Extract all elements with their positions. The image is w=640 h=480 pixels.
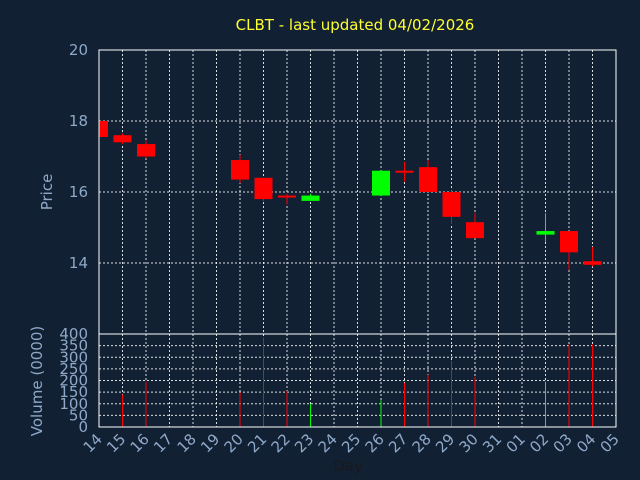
x-tick-label: 17 (150, 430, 176, 456)
candle-15 (113, 133, 132, 145)
candle-22 (278, 193, 296, 205)
volume-y-tick-label: 250 (59, 360, 88, 378)
candle-body (536, 231, 555, 235)
candle-23 (301, 193, 320, 201)
candle-04 (583, 247, 602, 267)
x-tick-label: 03 (550, 430, 576, 456)
candle-03 (560, 231, 578, 271)
candle-body (99, 121, 108, 137)
candle-body (113, 135, 132, 143)
price-y-tick-label: 20 (69, 41, 88, 59)
x-tick-label: 15 (103, 430, 129, 456)
x-tick-label: 18 (174, 430, 200, 456)
candle-14 (98, 121, 108, 137)
candle-20 (231, 154, 249, 184)
volume-y-tick-label: 0 (78, 418, 88, 436)
volume-axis-label: Volume (0000) (28, 326, 46, 436)
price-y-tick-label: 14 (69, 254, 88, 272)
price-grid (98, 49, 617, 334)
volume-y-tick-label: 100 (59, 395, 88, 413)
price-y-ticks: 14 16 18 20 (69, 41, 88, 272)
candle-27 (395, 161, 414, 182)
candle-body (442, 192, 461, 217)
candle-body (137, 144, 155, 157)
x-tick-label: 25 (338, 430, 364, 456)
price-y-tick-label: 16 (69, 183, 88, 201)
candle-28 (419, 160, 437, 192)
price-candles (98, 121, 602, 271)
candle-body (466, 222, 484, 239)
volume-bars (122, 337, 593, 427)
price-axis-label: Price (38, 174, 56, 211)
x-tick-label: 16 (127, 430, 153, 456)
x-tick-label: 23 (291, 430, 317, 456)
candle-body (231, 160, 249, 180)
candle-26 (372, 170, 390, 196)
x-tick-label: 01 (503, 430, 529, 456)
x-tick-label: 31 (479, 430, 505, 456)
volume-y-tick-label: 300 (59, 348, 88, 366)
volume-y-tick-label: 50 (69, 406, 88, 424)
candle-body (419, 167, 437, 192)
candle-body (301, 195, 320, 201)
price-y-tick-label: 18 (69, 112, 88, 130)
candle-body (560, 231, 578, 253)
candle-02 (536, 213, 555, 242)
volume-y-tick-label: 150 (59, 383, 88, 401)
candle-21 (254, 177, 273, 201)
x-tick-label: 29 (432, 430, 458, 456)
volume-y-tick-label: 400 (59, 325, 88, 343)
x-tick-label: 28 (409, 430, 435, 456)
x-tick-label: 21 (244, 430, 270, 456)
candle-body (372, 170, 390, 196)
candle-30 (466, 213, 484, 239)
x-tick-label: 02 (526, 430, 552, 456)
volume-grid (98, 333, 617, 428)
volume-y-tick-label: 200 (59, 372, 88, 390)
x-tick-label: 22 (268, 430, 294, 456)
x-tick-label: 26 (362, 430, 388, 456)
x-tick-label: 27 (385, 430, 411, 456)
candle-body (254, 177, 273, 200)
volume-y-tick-label: 350 (59, 337, 88, 355)
candle-16 (137, 140, 155, 159)
x-tick-label: 24 (315, 430, 341, 456)
chart-title: CLBT - last updated 04/02/2026 (236, 16, 475, 34)
x-tick-label: 19 (197, 430, 223, 456)
candle-body (583, 261, 602, 265)
x-axis-label: Day (333, 457, 363, 475)
x-ticks: 1415161718192021222324252627282930310102… (80, 430, 623, 456)
x-tick-label: 20 (221, 430, 247, 456)
volume-panel-frame (98, 333, 617, 428)
x-tick-label: 04 (573, 430, 599, 456)
x-tick-label: 05 (597, 430, 623, 456)
candle-body (395, 170, 414, 173)
x-tick-label: 30 (456, 430, 482, 456)
candle-29 (442, 190, 461, 224)
candle-body (278, 195, 296, 198)
